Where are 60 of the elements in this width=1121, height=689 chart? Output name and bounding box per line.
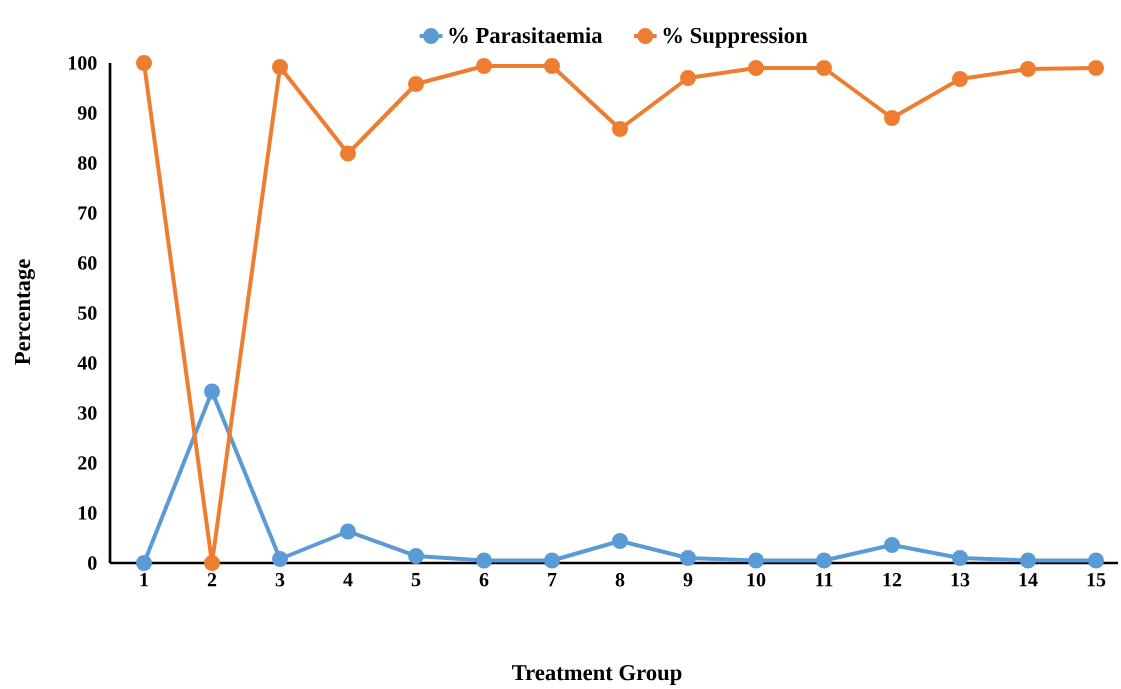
point	[136, 54, 153, 71]
point	[612, 532, 629, 549]
y-tick-label: 50	[78, 306, 97, 320]
point	[340, 145, 357, 162]
point	[272, 550, 289, 567]
x-tick-label: 7	[548, 573, 557, 587]
y-tick-label: 70	[78, 206, 97, 220]
point	[952, 549, 968, 566]
point	[884, 109, 900, 126]
point	[408, 75, 425, 92]
point	[204, 554, 221, 571]
y-tick-label: 90	[77, 106, 97, 120]
x-tick-label: 5	[411, 573, 421, 587]
x-tick-label: 14	[1019, 573, 1038, 587]
point	[476, 552, 493, 569]
point	[748, 59, 764, 76]
y-axis-title: Percentage	[15, 259, 35, 365]
y-tick-label: 40	[77, 356, 97, 370]
legend-label: % Suppression	[663, 27, 808, 48]
y-tick-label: 10	[78, 506, 97, 520]
point	[1020, 60, 1036, 77]
y-tick-label: 60	[77, 256, 97, 270]
point	[340, 523, 357, 540]
point	[476, 57, 493, 74]
point	[884, 536, 900, 553]
x-tick-label: 11	[816, 573, 833, 587]
y-tick-label: 100	[68, 56, 97, 70]
point	[408, 547, 425, 564]
point	[204, 383, 221, 400]
x-tick-label: 6	[479, 573, 489, 587]
point	[816, 552, 833, 569]
point	[816, 59, 833, 76]
x-tick-label: 8	[615, 573, 625, 587]
point	[612, 120, 629, 137]
x-tick-label: 12	[883, 573, 902, 587]
point	[680, 69, 697, 86]
x-tick-label: 1	[140, 573, 148, 587]
point	[680, 549, 697, 566]
point	[544, 57, 561, 74]
x-tick-label: 2	[207, 573, 217, 587]
point	[544, 552, 561, 569]
x-axis-title: Treatment Group	[512, 665, 682, 685]
point	[136, 554, 153, 571]
point	[748, 552, 764, 569]
point	[952, 70, 968, 87]
point	[1088, 552, 1104, 569]
y-tick-label: 80	[77, 156, 97, 170]
y-tick-label: 0	[88, 556, 97, 570]
x-tick-label: 4	[343, 573, 353, 587]
x-tick-label: 15	[1087, 573, 1106, 587]
point	[272, 58, 289, 75]
x-tick-label: 13	[951, 573, 970, 587]
point	[1020, 552, 1036, 569]
x-tick-label: 9	[683, 573, 693, 587]
y-tick-label: 30	[78, 406, 97, 420]
legend-label: % Parasitaemia	[449, 27, 603, 44]
y-tick-label: 20	[78, 456, 97, 470]
x-tick-label: 10	[747, 573, 766, 587]
x-tick-label: 3	[275, 573, 285, 587]
point	[1088, 59, 1104, 76]
